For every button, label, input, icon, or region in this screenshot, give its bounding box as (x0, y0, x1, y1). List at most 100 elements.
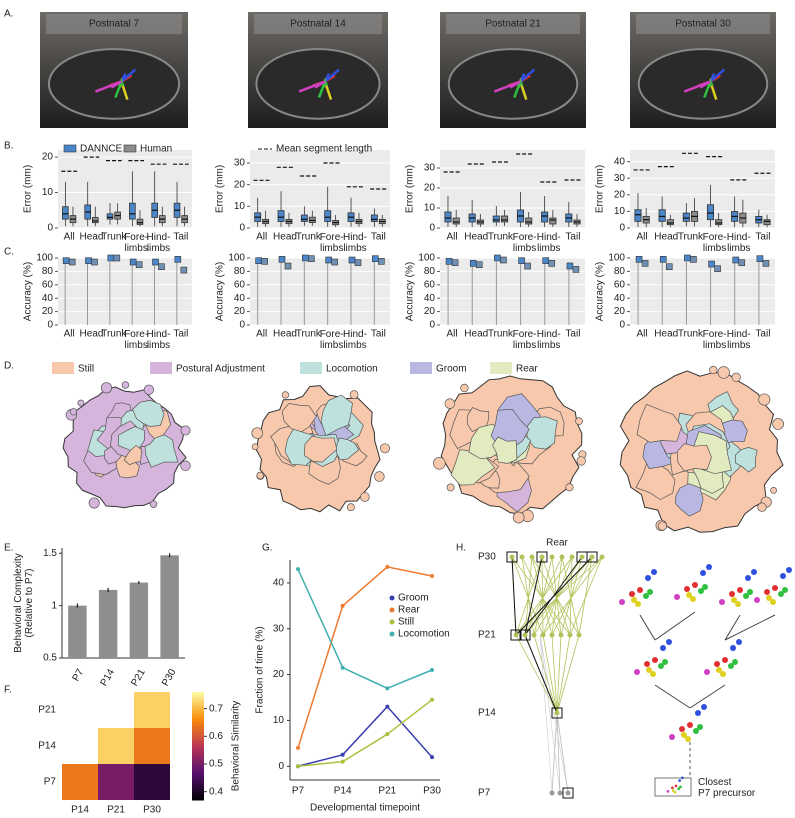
accuracy-point (354, 259, 362, 266)
heatmap-cell (62, 764, 98, 800)
colorbar-tick-label: 0.6 (209, 731, 223, 742)
accuracy-point (325, 256, 332, 264)
pose-keypoint (700, 570, 706, 576)
text-line: (Relative to P7) (24, 569, 35, 638)
box (682, 212, 690, 222)
pose-keypoint (730, 645, 736, 651)
legend-label: Postural Adjustment (176, 364, 265, 375)
x-tick-label: Trunk (678, 329, 704, 340)
pose-keypoint (681, 732, 687, 738)
line-point (430, 697, 434, 702)
legend-label: Human (140, 144, 172, 155)
text-line: Hind- (537, 329, 561, 340)
accuracy-point (129, 258, 137, 266)
box (492, 215, 500, 223)
text-line: Hind- (147, 329, 171, 340)
accuracy-point (714, 265, 721, 273)
accuracy-point (372, 255, 379, 262)
legend-swatch (63, 144, 77, 153)
pose-keypoint (747, 589, 753, 595)
colorbar-segment (192, 756, 204, 760)
behavior-islet (180, 460, 191, 471)
legend-marker (389, 619, 395, 625)
x-tick-label: Head (654, 329, 678, 340)
accuracy-point (107, 254, 115, 262)
box (541, 211, 549, 223)
pose-keypoint (679, 726, 685, 732)
text-line: Fore- (513, 329, 537, 340)
y-tick-label: 30 (273, 623, 285, 634)
behavior-islet (757, 502, 767, 512)
accuracy-point (91, 258, 98, 266)
y-tick-label: 20 (424, 183, 436, 194)
pose-keypoint (764, 589, 770, 595)
pose-keypoint (737, 587, 743, 593)
legend-swatch (52, 362, 74, 374)
accuracy-point (475, 261, 483, 269)
tree-node (522, 632, 528, 638)
accuracy-point (641, 260, 649, 267)
plot-background (630, 150, 775, 228)
behavior-islet (88, 497, 100, 509)
accuracy-point (113, 254, 121, 262)
y-tick-label: 10 (424, 203, 436, 214)
tree-edge (515, 634, 558, 714)
pose-edge (654, 611, 696, 641)
pose-keypoint (782, 587, 788, 593)
y-tick-label: 10 (273, 715, 285, 726)
y-axis-label: Accuracy (%) (595, 262, 606, 321)
behavior-cell (336, 437, 360, 461)
behavior-islet (180, 425, 191, 436)
text-line: limbs (537, 243, 560, 254)
pose-keypoint (687, 722, 693, 728)
accuracy-point (152, 258, 159, 266)
pose-keypoint (678, 779, 681, 782)
x-tick-label: P14 (71, 805, 89, 816)
y-tick-label: 20 (234, 179, 246, 190)
line-point (340, 759, 345, 764)
pose-keypoint (786, 567, 792, 573)
y-axis-label: Behavioral Complexity(Relative to P7) (13, 553, 35, 653)
pose-keypoint (701, 704, 707, 710)
text-line: Fore- (703, 329, 727, 340)
tree-node (531, 632, 537, 638)
colorbar-segment (192, 716, 204, 720)
pose-keypoint (637, 587, 643, 593)
text-line: Fore- (320, 329, 344, 340)
accuracy-point (762, 260, 770, 267)
tree-edge (531, 556, 580, 636)
y-tick-label: 20 (234, 306, 246, 317)
y-tick-label: 60 (614, 279, 626, 290)
accuracy-point (68, 258, 76, 266)
pose-keypoint (719, 599, 725, 605)
behavior-islet (575, 417, 583, 425)
text-line: Hind- (727, 329, 751, 340)
tree-edge (539, 634, 561, 794)
pose-keypoint (644, 661, 650, 667)
bar (160, 555, 179, 658)
pose-keypoint (643, 593, 649, 599)
accuracy-point (261, 258, 268, 265)
pose-keypoint (731, 597, 737, 603)
tree-edge (515, 556, 573, 636)
accuracy-point (690, 256, 697, 263)
behavior-islet (121, 381, 130, 389)
x-tick-label: P30 (423, 786, 441, 797)
pose-keypoint (692, 582, 698, 588)
caption-box (654, 777, 692, 797)
x-tick-label: Tail (371, 232, 386, 243)
text-line: Fore- (124, 329, 148, 340)
y-tick-label: 20 (614, 189, 626, 200)
behavior-islet (374, 471, 385, 482)
colorbar-segment (192, 778, 204, 782)
x-tick-label: Hind-limbs (727, 232, 751, 254)
y-tick-label: 100 (228, 253, 245, 264)
accuracy-point (732, 256, 740, 264)
legend-label: Groom (398, 593, 429, 604)
colorbar-segment (192, 786, 204, 790)
line-point (430, 574, 434, 579)
text-line: limbs (703, 340, 726, 351)
x-tick-label: Tail (173, 329, 188, 340)
colorbar-segment (192, 791, 204, 796)
